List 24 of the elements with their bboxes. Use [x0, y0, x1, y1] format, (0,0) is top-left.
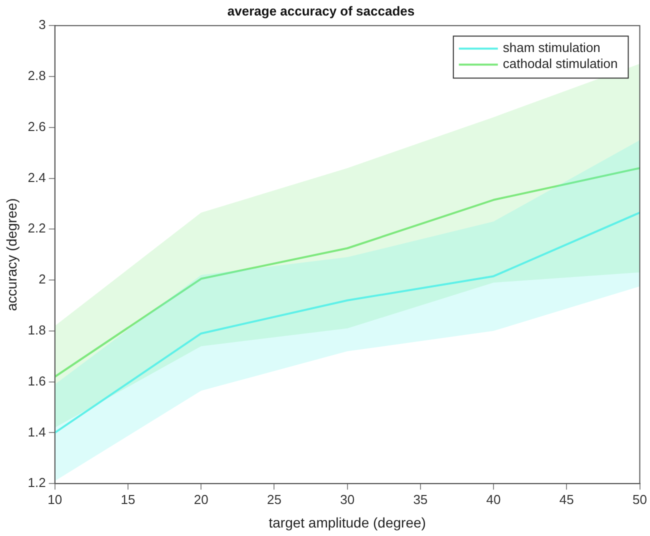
x-tick-label: 20	[194, 492, 208, 507]
x-tick-label: 15	[120, 492, 136, 507]
legend-label: cathodal stimulation	[502, 56, 618, 72]
y-tick-label: 1.4	[28, 424, 46, 440]
y-tick-label: 2.6	[28, 118, 46, 134]
x-tick-label: 45	[559, 492, 574, 507]
legend-label: sham stimulation	[502, 40, 600, 56]
chart-title: average accuracy of saccades	[227, 3, 415, 18]
y-axis-title: accuracy (degree)	[3, 198, 20, 312]
x-tick-label: 40	[486, 492, 501, 507]
y-tick-label: 1.6	[28, 373, 46, 388]
x-tick-label: 10	[48, 492, 62, 507]
y-tick-label: 2.4	[28, 170, 46, 185]
x-tick-label: 30	[340, 492, 355, 507]
y-tick-label: 1.8	[28, 322, 46, 338]
y-tick-label: 2.2	[28, 220, 46, 236]
y-tick-label: 2.8	[28, 68, 46, 84]
y-tick-label: 1.2	[28, 475, 46, 490]
y-tick-label: 2	[38, 272, 46, 287]
x-tick-label: 35	[413, 492, 428, 507]
x-tick-label: 50	[632, 492, 648, 507]
y-tick-label: 3	[38, 17, 46, 32]
x-axis-title: target amplitude (degree)	[268, 514, 426, 530]
x-tick-label: 25	[266, 492, 282, 507]
